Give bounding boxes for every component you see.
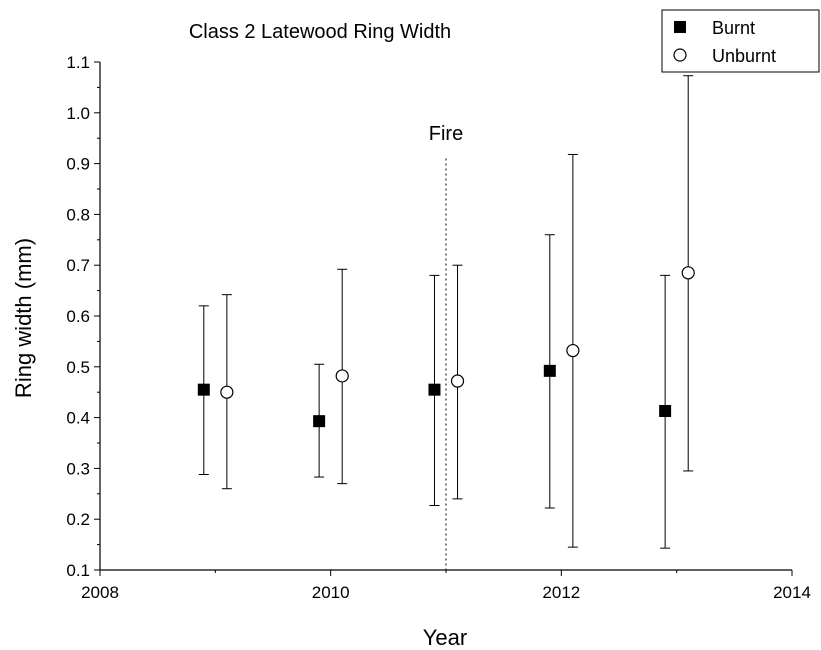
- legend-unburnt-marker: [673, 48, 687, 62]
- unburnt-point: [450, 374, 465, 388]
- y-tick-label: 0.4: [66, 409, 90, 428]
- x-tick-label: 2012: [542, 583, 580, 602]
- legend-burnt-marker: [674, 21, 686, 33]
- legend-unburnt-label: Unburnt: [712, 46, 776, 66]
- y-tick-label: 1.1: [66, 53, 90, 72]
- y-tick-label: 0.2: [66, 510, 90, 529]
- burnt-point: [659, 404, 672, 417]
- burnt-point: [313, 415, 326, 428]
- x-tick-label: 2014: [773, 583, 811, 602]
- legend-box: [661, 9, 820, 73]
- y-tick-label: 0.9: [66, 155, 90, 174]
- legend-burnt-label: Burnt: [712, 18, 755, 38]
- x-tick-label: 2010: [312, 583, 350, 602]
- y-tick-label: 1.0: [66, 104, 90, 123]
- burnt-point: [543, 364, 556, 377]
- x-tick-label: 2008: [81, 583, 119, 602]
- y-tick-label: 0.1: [66, 561, 90, 580]
- unburnt-point: [220, 385, 234, 399]
- fire-label: Fire: [429, 123, 463, 145]
- burnt-point: [197, 383, 210, 396]
- burnt-point: [428, 383, 441, 396]
- unburnt-point: [566, 343, 580, 358]
- y-tick-label: 0.3: [66, 459, 90, 478]
- y-axis-title: Ring width (mm): [11, 238, 36, 398]
- legend: Burnt Unburnt: [661, 9, 820, 73]
- unburnt-point: [681, 266, 695, 280]
- unburnt-point: [335, 369, 349, 383]
- y-tick-label: 0.7: [66, 256, 90, 275]
- plot-area: 0.1 0.2 0.3 0.4 0.5 0.6 0.7 0.8 0.9 1.0 1.1 2008 201…: [66, 53, 811, 602]
- chart-title: Class 2 Latewood Ring Width: [189, 21, 451, 43]
- y-tick-label: 0.5: [66, 358, 90, 377]
- y-tick-label: 0.8: [66, 205, 90, 224]
- x-axis-title: Year: [423, 625, 467, 650]
- y-tick-label: 0.6: [66, 307, 90, 326]
